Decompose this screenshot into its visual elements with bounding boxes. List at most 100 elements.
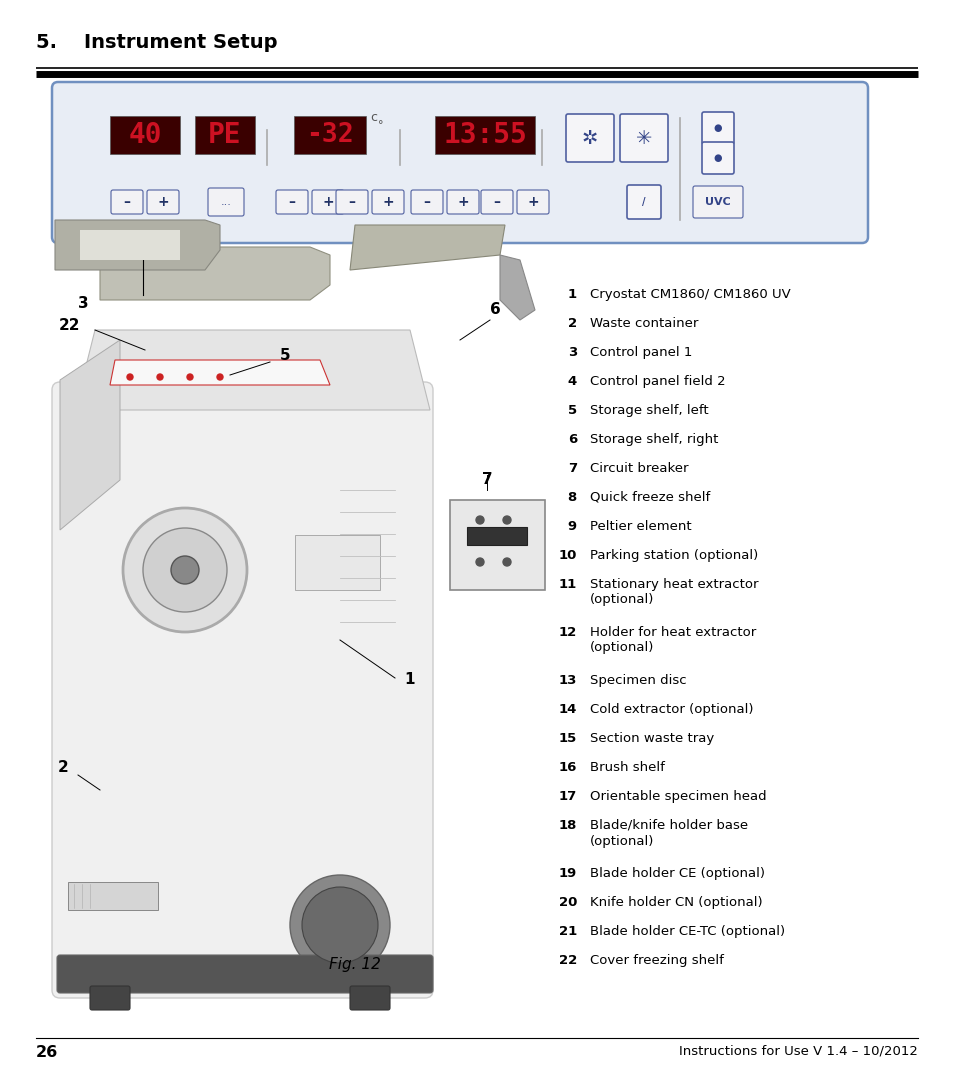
Text: 22: 22: [59, 318, 81, 333]
Text: ✲: ✲: [581, 129, 598, 148]
Bar: [68, 882, 158, 910]
FancyBboxPatch shape: [447, 190, 478, 214]
Text: Cover freezing shelf: Cover freezing shelf: [589, 954, 723, 967]
Text: Quick freeze shelf: Quick freeze shelf: [589, 491, 709, 504]
Text: 20: 20: [558, 896, 577, 909]
Text: –: –: [288, 195, 295, 210]
Text: ●: ●: [713, 153, 721, 163]
FancyBboxPatch shape: [111, 190, 143, 214]
Bar: [194, 116, 254, 154]
Text: Storage shelf, right: Storage shelf, right: [589, 433, 718, 446]
Bar: [80, 230, 180, 260]
Text: +: +: [322, 195, 334, 210]
Text: 6: 6: [567, 433, 577, 446]
FancyBboxPatch shape: [312, 190, 344, 214]
Circle shape: [187, 374, 193, 380]
Text: Brush shelf: Brush shelf: [589, 761, 664, 774]
Text: Parking station (optional): Parking station (optional): [589, 549, 758, 562]
FancyBboxPatch shape: [208, 188, 244, 216]
Circle shape: [123, 508, 247, 632]
Bar: [110, 116, 180, 154]
Text: Knife holder CN (optional): Knife holder CN (optional): [589, 896, 761, 909]
Circle shape: [216, 374, 223, 380]
FancyBboxPatch shape: [565, 114, 614, 162]
Bar: [450, 500, 544, 590]
Text: 1: 1: [404, 673, 415, 688]
Text: Cold extractor (optional): Cold extractor (optional): [589, 703, 753, 716]
Text: 5: 5: [567, 404, 577, 417]
Text: 16: 16: [558, 761, 577, 774]
Text: Storage shelf, left: Storage shelf, left: [589, 404, 708, 417]
Text: –: –: [348, 195, 355, 210]
Text: 13:55: 13:55: [442, 121, 526, 149]
FancyBboxPatch shape: [275, 190, 308, 214]
Text: 11: 11: [558, 578, 577, 591]
Bar: [294, 116, 366, 154]
Text: /: /: [641, 197, 645, 207]
Circle shape: [476, 516, 483, 524]
Text: 2: 2: [57, 760, 69, 775]
Text: 2: 2: [567, 318, 577, 330]
Circle shape: [143, 528, 227, 612]
Circle shape: [502, 558, 511, 566]
Text: 12: 12: [558, 626, 577, 639]
FancyBboxPatch shape: [701, 141, 733, 174]
Text: °: °: [377, 120, 383, 130]
FancyBboxPatch shape: [372, 190, 403, 214]
Polygon shape: [350, 225, 504, 270]
FancyBboxPatch shape: [517, 190, 548, 214]
Text: -32: -32: [306, 122, 354, 148]
Text: +: +: [527, 195, 538, 210]
Text: 22: 22: [558, 954, 577, 967]
Text: 10: 10: [558, 549, 577, 562]
FancyBboxPatch shape: [701, 112, 733, 144]
Text: 3: 3: [567, 346, 577, 359]
Polygon shape: [110, 360, 330, 384]
FancyBboxPatch shape: [619, 114, 667, 162]
Text: Peltier element: Peltier element: [589, 519, 691, 534]
Text: Specimen disc: Specimen disc: [589, 674, 686, 687]
FancyBboxPatch shape: [411, 190, 442, 214]
Text: 21: 21: [558, 924, 577, 939]
Text: Blade/knife holder base
(optional): Blade/knife holder base (optional): [589, 819, 747, 848]
Text: 13: 13: [558, 674, 577, 687]
FancyBboxPatch shape: [57, 955, 433, 993]
Text: Fig. 12: Fig. 12: [329, 958, 380, 972]
FancyBboxPatch shape: [626, 185, 660, 219]
FancyBboxPatch shape: [335, 190, 368, 214]
FancyBboxPatch shape: [350, 986, 390, 1010]
Text: UVC: UVC: [704, 197, 730, 207]
Text: –: –: [493, 195, 500, 210]
Text: ...: ...: [220, 197, 232, 207]
Text: Waste container: Waste container: [589, 318, 698, 330]
Text: Control panel 1: Control panel 1: [589, 346, 692, 359]
Text: Stationary heat extractor
(optional): Stationary heat extractor (optional): [589, 578, 758, 607]
Text: +: +: [382, 195, 394, 210]
Text: Instructions for Use V 1.4 – 10/2012: Instructions for Use V 1.4 – 10/2012: [679, 1045, 917, 1058]
Text: 26: 26: [36, 1045, 58, 1059]
Text: 5.    Instrument Setup: 5. Instrument Setup: [36, 33, 277, 52]
Text: 1: 1: [567, 288, 577, 301]
Text: 4: 4: [567, 375, 577, 388]
Text: c: c: [370, 111, 376, 124]
FancyBboxPatch shape: [692, 186, 742, 218]
Text: Circuit breaker: Circuit breaker: [589, 462, 688, 475]
Text: Section waste tray: Section waste tray: [589, 732, 714, 745]
Text: 40: 40: [128, 121, 162, 149]
Text: Control panel field 2: Control panel field 2: [589, 375, 725, 388]
Text: ●: ●: [713, 123, 721, 133]
Text: 17: 17: [558, 789, 577, 804]
FancyBboxPatch shape: [52, 82, 867, 243]
Circle shape: [127, 374, 132, 380]
Text: Holder for heat extractor
(optional): Holder for heat extractor (optional): [589, 626, 756, 654]
Text: 6: 6: [489, 302, 500, 318]
Text: Blade holder CE (optional): Blade holder CE (optional): [589, 867, 764, 880]
Bar: [467, 527, 526, 545]
Text: Cryostat CM1860/ CM1860 UV: Cryostat CM1860/ CM1860 UV: [589, 288, 790, 301]
Text: 3: 3: [78, 296, 89, 311]
Text: 8: 8: [567, 491, 577, 504]
Circle shape: [157, 374, 163, 380]
Text: +: +: [157, 195, 169, 210]
Text: 9: 9: [567, 519, 577, 534]
Text: Orientable specimen head: Orientable specimen head: [589, 789, 766, 804]
